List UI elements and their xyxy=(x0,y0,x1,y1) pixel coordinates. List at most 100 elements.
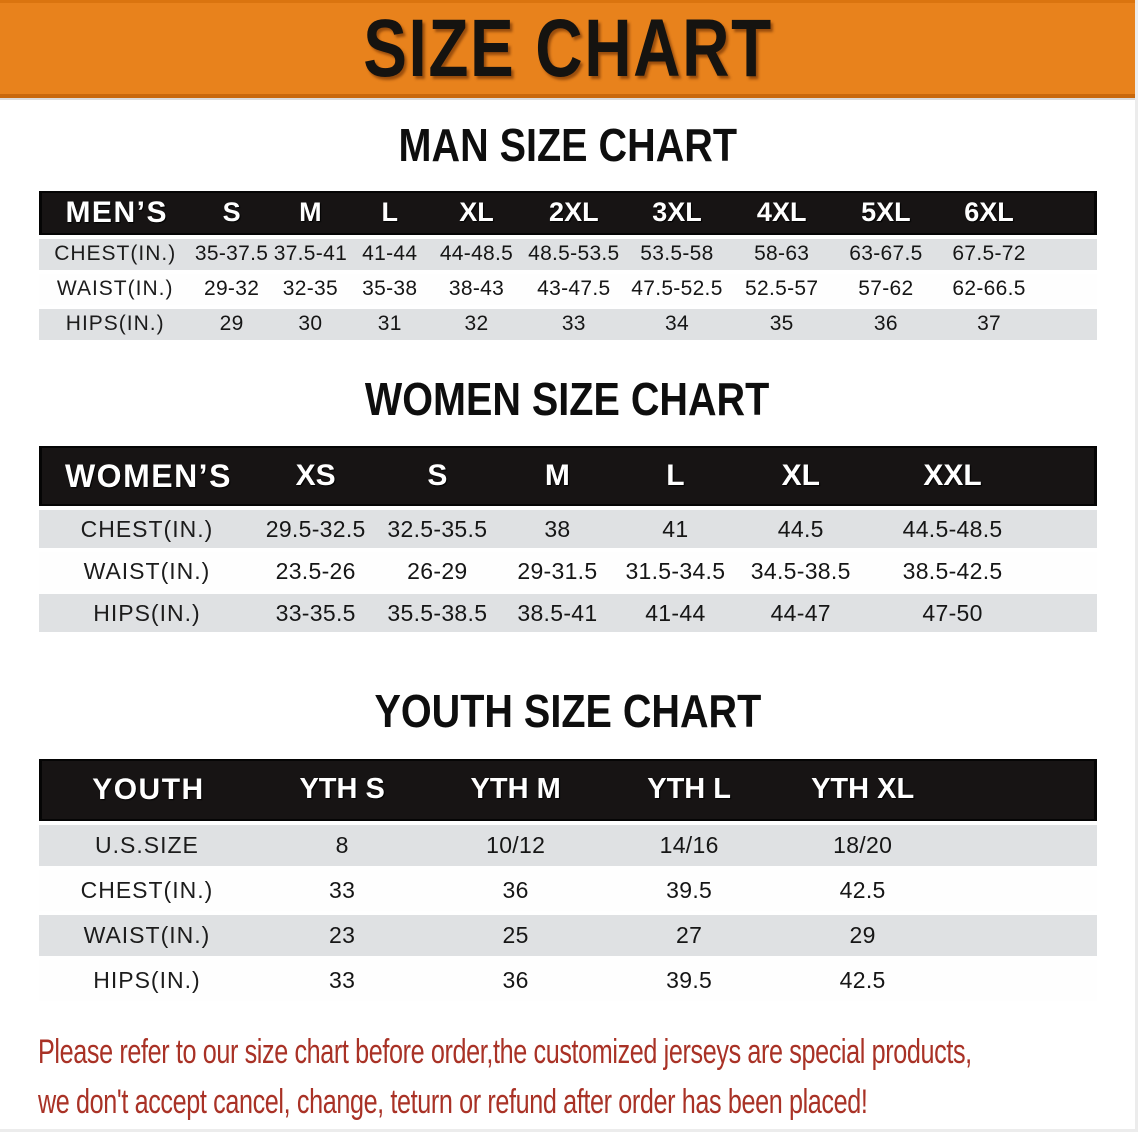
measurement-value: 14/16 xyxy=(602,824,776,866)
measurement-row: HIPS(IN.) 33-35.5 35.5-38.5 38.5-41 41-44 44-… xyxy=(38,594,1097,633)
measurement-value: 44.5 xyxy=(734,510,867,549)
measurement-row-label: WAIST(IN.) xyxy=(38,273,192,305)
measurement-value: 34.5-38.5 xyxy=(734,552,867,591)
measurement-value: 44-48.5 xyxy=(429,238,524,270)
size-header-row: MEN’S S M L XL 2XL 3XL 4XL 5XL 6XL xyxy=(38,190,1097,235)
measurement-value: 39.5 xyxy=(602,869,776,911)
size-column-header: YTH S xyxy=(255,758,429,821)
measurement-value: 47.5-52.5 xyxy=(624,273,730,305)
size-column-header: XS xyxy=(255,446,376,507)
row-spacer xyxy=(1038,594,1097,633)
measurement-value: 63-67.5 xyxy=(834,238,938,270)
measurement-row: CHEST(IN.) 33 36 39.5 42.5 xyxy=(38,869,1097,911)
measurement-value: 42.5 xyxy=(775,869,950,911)
measurement-value: 41 xyxy=(616,510,735,549)
size-column-header: M xyxy=(498,446,617,507)
size-header-row: WOMEN’S XS S M L XL XXL xyxy=(38,446,1097,507)
size-column-header: YTH L xyxy=(602,758,776,821)
row-spacer xyxy=(1038,510,1097,549)
size-column-header: 2XL xyxy=(523,190,625,235)
disclaimer-text: Please refer to our size chart before or… xyxy=(0,1027,1135,1127)
measurement-value: 47-50 xyxy=(866,594,1039,633)
measurement-value: 44.5-48.5 xyxy=(866,510,1039,549)
measurement-row: HIPS(IN.) 33 36 39.5 42.5 xyxy=(38,959,1097,1001)
size-header-row: YOUTH YTH S YTH M YTH L YTH XL xyxy=(38,758,1097,821)
measurement-value: 53.5-58 xyxy=(624,238,730,270)
measurement-value: 33-35.5 xyxy=(255,594,376,633)
measurement-value: 29 xyxy=(191,308,272,340)
measurement-value: 23.5-26 xyxy=(255,552,376,591)
measurement-value: 33 xyxy=(255,959,429,1001)
disclaimer-line-2: we don't accept cancel, change, teturn o… xyxy=(38,1082,868,1121)
measurement-value: 27 xyxy=(602,914,776,956)
row-spacer xyxy=(1038,552,1097,591)
measurement-value: 42.5 xyxy=(775,959,950,1001)
measurement-value: 29-32 xyxy=(191,273,272,305)
size-column-header: XL xyxy=(734,446,867,507)
women-size-table: WOMEN’S XS S M L XL XXL CHEST(IN.) 29.5-32.5 32.5… xyxy=(38,442,1097,636)
measurement-row: WAIST(IN.) 29-32 32-35 35-38 38-43 43-47.5 47.… xyxy=(38,273,1097,305)
row-spacer xyxy=(949,959,1097,1001)
header-spacer xyxy=(949,758,1097,821)
row-spacer xyxy=(1040,308,1097,340)
measurement-value: 37 xyxy=(937,308,1041,340)
measurement-row-label: CHEST(IN.) xyxy=(38,869,256,911)
size-column-header: 6XL xyxy=(937,190,1041,235)
youth-size-chart-section: YOUTH SIZE CHART YOUTH YTH S YTH M YTH L YTH… xyxy=(0,686,1135,1005)
measurement-value: 35-37.5 xyxy=(191,238,272,270)
size-column-header: XXL xyxy=(866,446,1039,507)
measurement-value: 25 xyxy=(428,914,603,956)
measurement-row-label: WAIST(IN.) xyxy=(38,552,256,591)
size-column-header: L xyxy=(349,190,430,235)
measurement-value: 38 xyxy=(498,510,617,549)
measurement-value: 18/20 xyxy=(775,824,950,866)
disclaimer-line-1: Please refer to our size chart before or… xyxy=(38,1032,972,1071)
measurement-row: WAIST(IN.) 23.5-26 26-29 29-31.5 31.5-34.5 34… xyxy=(38,552,1097,591)
youth-size-chart-heading: YOUTH SIZE CHART xyxy=(0,686,1135,737)
measurement-value: 62-66.5 xyxy=(937,273,1041,305)
measurement-row-label: HIPS(IN.) xyxy=(38,308,192,340)
measurement-value: 38.5-42.5 xyxy=(866,552,1039,591)
measurement-value: 36 xyxy=(834,308,938,340)
measurement-row: WAIST(IN.) 23 25 27 29 xyxy=(38,914,1097,956)
measurement-value: 41-44 xyxy=(616,594,735,633)
size-column-header: S xyxy=(375,446,499,507)
size-column-header: YTH M xyxy=(428,758,603,821)
measurement-value: 23 xyxy=(255,914,429,956)
size-column-header: XL xyxy=(429,190,524,235)
measurement-value: 37.5-41 xyxy=(271,238,350,270)
measurement-value: 36 xyxy=(428,959,603,1001)
measurement-value: 30 xyxy=(271,308,350,340)
measurement-value: 38.5-41 xyxy=(498,594,617,633)
measurement-value: 33 xyxy=(255,869,429,911)
measurement-value: 31 xyxy=(349,308,430,340)
measurement-value: 39.5 xyxy=(602,959,776,1001)
row-spacer xyxy=(949,824,1097,866)
measurement-value: 34 xyxy=(624,308,730,340)
measurement-value: 29 xyxy=(775,914,950,956)
men-size-table: MEN’S S M L XL 2XL 3XL 4XL 5XL 6XL CHEST(IN.) 35-37… xyxy=(38,187,1097,344)
measurement-row-label: HIPS(IN.) xyxy=(38,594,256,633)
man-size-chart-heading-text: MAN SIZE CHART xyxy=(398,119,737,171)
measurement-value: 26-29 xyxy=(375,552,499,591)
size-chart-banner: SIZE CHART xyxy=(0,0,1135,100)
measurement-value: 35 xyxy=(729,308,835,340)
row-spacer xyxy=(1040,238,1097,270)
measurement-value: 32 xyxy=(429,308,524,340)
man-size-chart-section: MAN SIZE CHART MEN’S S M L XL 2XL 3XL 4XL 5XL 6XL… xyxy=(0,120,1135,344)
measurement-row-label: WAIST(IN.) xyxy=(38,914,256,956)
measurement-value: 57-62 xyxy=(834,273,938,305)
measurement-row: HIPS(IN.) 29 30 31 32 33 34 35 36 37 xyxy=(38,308,1097,340)
size-column-header: S xyxy=(191,190,272,235)
measurement-value: 31.5-34.5 xyxy=(616,552,735,591)
measurement-value: 36 xyxy=(428,869,603,911)
row-spacer xyxy=(949,914,1097,956)
measurement-value: 48.5-53.5 xyxy=(523,238,625,270)
row-spacer xyxy=(949,869,1097,911)
women-size-chart-section: WOMEN SIZE CHART WOMEN’S XS S M L XL XXL CHEST(… xyxy=(0,373,1135,637)
measurement-value: 38-43 xyxy=(429,273,524,305)
row-spacer xyxy=(1040,273,1097,305)
size-column-header: 5XL xyxy=(834,190,938,235)
women-size-chart-heading: WOMEN SIZE CHART xyxy=(0,373,1135,425)
table-corner-label: YOUTH xyxy=(38,758,256,821)
